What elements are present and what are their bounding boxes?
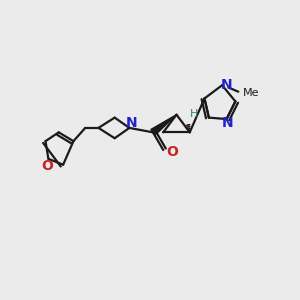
Text: O: O <box>41 160 53 173</box>
Text: H: H <box>190 109 198 119</box>
Polygon shape <box>151 115 176 135</box>
Text: Me: Me <box>243 88 260 98</box>
Text: N: N <box>222 116 234 130</box>
Text: O: O <box>167 146 178 159</box>
Text: N: N <box>125 116 137 130</box>
Text: N: N <box>221 78 232 92</box>
